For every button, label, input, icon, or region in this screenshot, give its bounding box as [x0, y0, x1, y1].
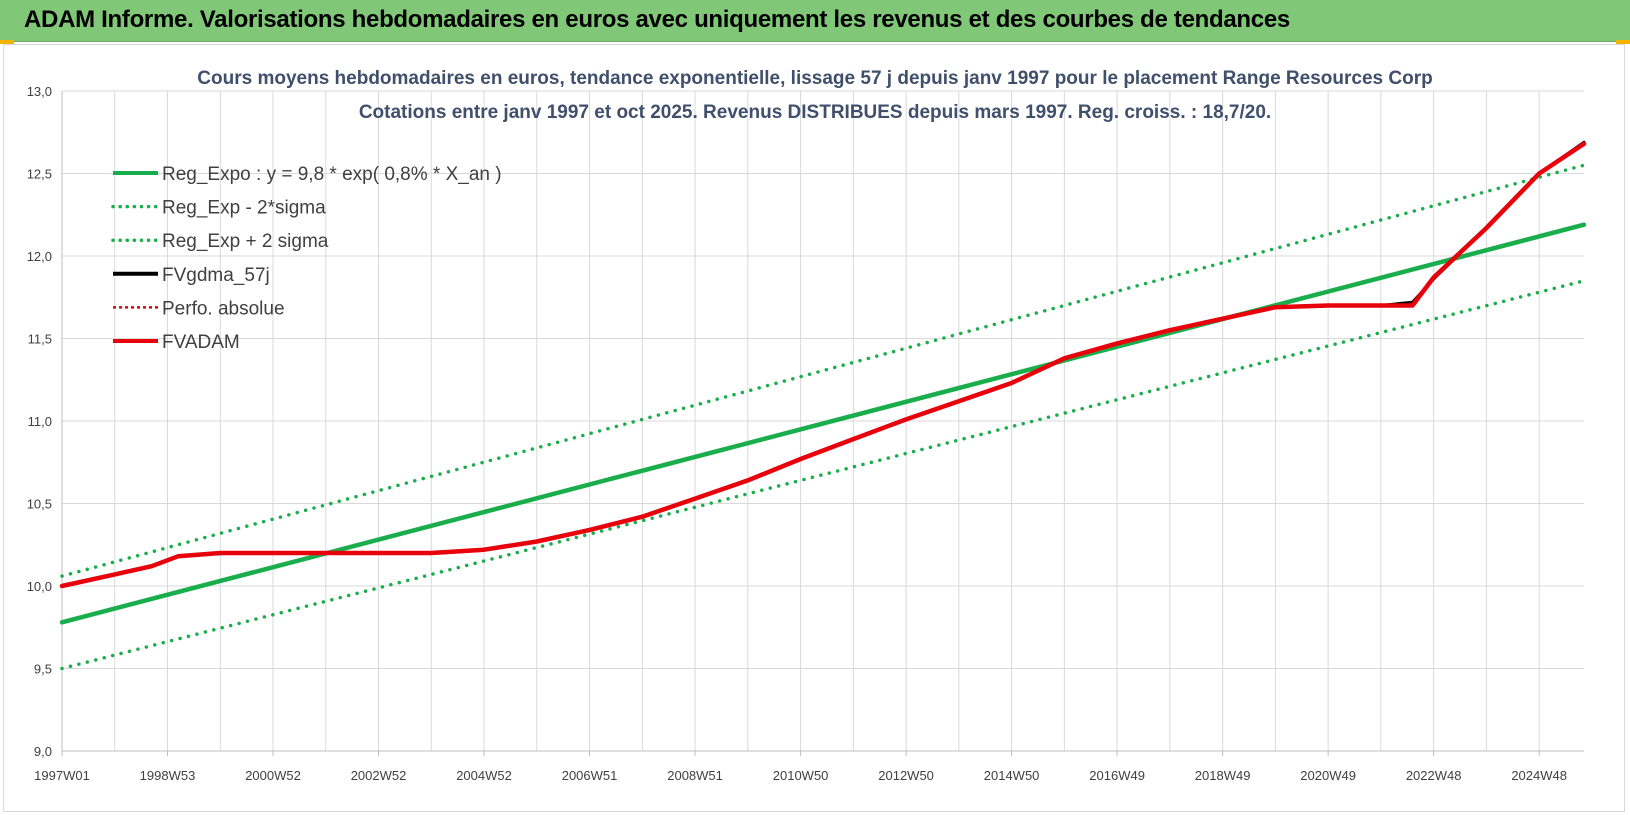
x-tick-label: 2018W49 — [1195, 768, 1251, 783]
legend-label-4: Perfo. absolue — [162, 298, 285, 319]
x-tick-label: 1998W53 — [140, 768, 196, 783]
x-tick-label: 2012W50 — [878, 768, 934, 783]
legend-label-3: FVgdma_57j — [162, 265, 270, 286]
chart-title-line-1: Cours moyens hebdomadaires en euros, ten… — [197, 68, 1432, 89]
x-tick-label: 2000W52 — [245, 768, 301, 783]
series-line-5 — [59, 141, 1587, 589]
y-tick-label: 9,5 — [34, 662, 52, 677]
x-tick-label: 2022W48 — [1406, 768, 1462, 783]
x-tick-label: 2002W52 — [351, 768, 407, 783]
y-tick-label: 13,0 — [27, 84, 52, 99]
y-tick-label: 12,0 — [27, 249, 52, 264]
y-tick-label: 11,0 — [28, 414, 52, 429]
y-tick-label: 10,5 — [27, 497, 52, 512]
x-tick-label: 2008W51 — [667, 768, 723, 783]
legend-label-1: Reg_Exp - 2*sigma — [162, 198, 326, 219]
grid — [62, 90, 1584, 751]
legend-label-0: Reg_Expo : y = 9,8 * exp( 0,8% * X_an ) — [162, 164, 502, 185]
y-tick-label: 12,5 — [27, 167, 52, 182]
series-line-2 — [60, 163, 1586, 578]
corner-marker-left — [0, 40, 14, 44]
y-tick-label: 9,0 — [34, 744, 52, 759]
legend-label-2: Reg_Exp + 2 sigma — [162, 231, 329, 252]
x-tick-label: 2016W49 — [1089, 768, 1145, 783]
series-line-1 — [60, 279, 1586, 671]
series — [59, 140, 1587, 671]
legend-label-5: FVADAM — [162, 332, 240, 353]
report-header: ADAM Informe. Valorisations hebdomadaire… — [0, 0, 1630, 42]
x-tick-label: 2014W50 — [984, 768, 1040, 783]
axes: 9,0 9,5 10,0 10,5 11,0 11,5 12,0 12,5 13,0 1997W0… — [27, 84, 1584, 783]
x-tick-label: 2010W50 — [773, 768, 829, 783]
x-tick-label: 2004W52 — [456, 768, 512, 783]
x-tick-label: 2006W51 — [562, 768, 618, 783]
x-tick-label: 2024W48 — [1511, 768, 1567, 783]
x-tick-label: 2020W49 — [1300, 768, 1356, 783]
x-tick-label: 1997W01 — [34, 768, 90, 783]
corner-marker-right — [1616, 40, 1630, 44]
report-title: ADAM Informe. Valorisations hebdomadaire… — [24, 6, 1290, 33]
series-line-0 — [59, 222, 1587, 625]
y-tick-label: 11,5 — [28, 332, 52, 347]
y-tick-label: 10,0 — [27, 579, 52, 594]
chart-frame — [3, 44, 1625, 812]
chart-title-line-2: Cotations entre janv 1997 et oct 2025. R… — [359, 102, 1271, 123]
legend: Reg_Expo : y = 9,8 * exp( 0,8% * X_an ) R… — [111, 164, 502, 353]
